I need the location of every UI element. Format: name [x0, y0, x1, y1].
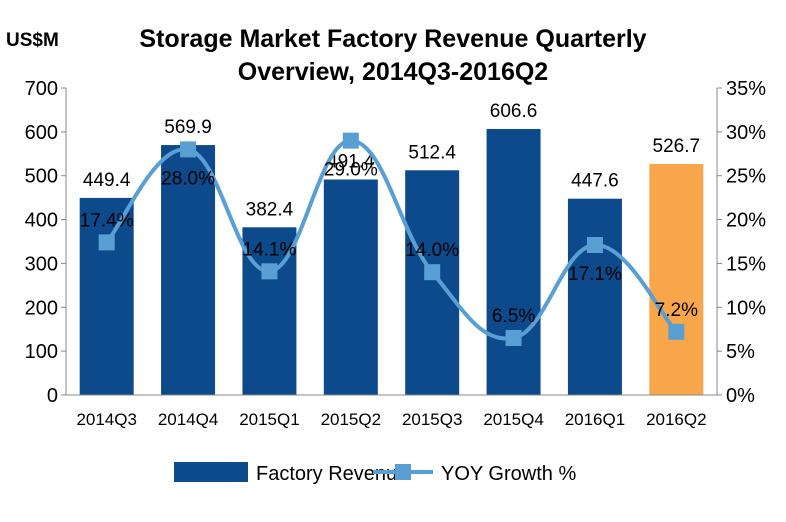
yoy-value-label: 14.0%	[405, 240, 459, 261]
legend-line-marker	[395, 464, 411, 480]
legend: Factory Revenue YOY Growth %	[174, 462, 576, 485]
x-tick-label: 2015Q3	[402, 410, 463, 429]
line-series	[98, 132, 685, 346]
bar-value-label: 382.4	[246, 199, 294, 220]
bar	[405, 170, 460, 395]
y-axis-unit-label: US$M	[6, 30, 59, 51]
x-tick-label: 2016Q2	[646, 410, 707, 429]
right-tick-label: 25%	[726, 166, 766, 188]
yoy-value-label: 14.1%	[243, 239, 297, 260]
x-tick-label: 2014Q3	[76, 410, 137, 429]
right-tick-label: 5%	[726, 341, 755, 363]
left-tick-label: 400	[25, 210, 58, 232]
bar	[486, 128, 541, 395]
x-tick-label: 2014Q4	[158, 410, 219, 429]
yoy-marker	[668, 323, 685, 340]
right-tick-label: 35%	[726, 78, 766, 100]
bar-value-label: 447.6	[571, 171, 619, 192]
yoy-value-label: 28.0%	[161, 168, 215, 189]
yoy-marker	[180, 141, 197, 158]
bar-value-label: 606.6	[490, 101, 538, 122]
right-tick-label: 15%	[726, 253, 766, 275]
line-data-labels: 17.4% 28.0% 14.1% 29.0% 14.0% 6.5% 17.1% 7.2%	[80, 160, 698, 327]
legend-bar-swatch	[174, 462, 248, 482]
yoy-value-label: 7.2%	[655, 300, 698, 321]
bar-value-label: 569.9	[164, 117, 212, 138]
left-tick-label: 0	[47, 385, 58, 407]
bar-data-labels: 449.4 569.9 382.4 491.4 512.4 606.6 447.6 526.7	[83, 101, 700, 220]
legend-line-label: YOY Growth %	[441, 463, 576, 485]
right-tick-label: 20%	[726, 210, 766, 232]
bar-value-label: 491.4	[327, 151, 375, 172]
left-y-axis: 0 100 200 300 400 500 600 700	[25, 78, 67, 407]
bar	[79, 197, 134, 395]
yoy-value-label: 29.0%	[324, 160, 378, 181]
yoy-marker	[424, 264, 441, 281]
bar-value-label: 512.4	[408, 142, 456, 163]
yoy-value-label: 17.4%	[80, 210, 134, 231]
left-tick-label: 300	[25, 253, 58, 275]
right-tick-label: 0%	[726, 385, 755, 407]
yoy-marker	[505, 329, 522, 346]
left-tick-label: 600	[25, 122, 58, 144]
yoy-marker	[98, 234, 115, 251]
x-tick-label: 2015Q2	[321, 410, 382, 429]
bar	[567, 198, 622, 395]
chart-title-line-2: Overview, 2014Q3-2016Q2	[238, 58, 548, 86]
bar	[649, 164, 704, 395]
yoy-value-label: 17.1%	[568, 264, 622, 285]
yoy-marker	[261, 263, 278, 280]
legend-bar-label: Factory Revenue	[256, 463, 408, 485]
left-tick-label: 200	[25, 297, 58, 319]
right-y-axis: 0% 5% 10% 15% 20% 25% 30% 35%	[716, 78, 766, 407]
bar-value-label: 526.7	[653, 136, 701, 157]
yoy-marker	[586, 237, 603, 254]
bar-series	[79, 128, 704, 395]
bar	[323, 179, 378, 395]
bar	[161, 145, 216, 395]
yoy-line	[105, 138, 678, 341]
right-tick-label: 10%	[726, 297, 766, 319]
bar-value-label: 449.4	[83, 170, 131, 191]
yoy-marker	[342, 132, 359, 149]
x-tick-label: 2015Q4	[483, 410, 544, 429]
left-tick-label: 500	[25, 166, 58, 188]
chart-title-line-1: Storage Market Factory Revenue Quarterly	[139, 25, 646, 53]
x-tick-label: 2016Q1	[565, 410, 626, 429]
yoy-value-label: 6.5%	[492, 306, 535, 327]
left-tick-label: 700	[25, 78, 58, 100]
left-tick-label: 100	[25, 341, 58, 363]
right-tick-label: 30%	[726, 122, 766, 144]
x-axis: 2014Q3 2014Q4 2015Q1 2015Q2 2015Q3 2015Q4 2016…	[66, 394, 717, 429]
x-tick-label: 2015Q1	[239, 410, 300, 429]
